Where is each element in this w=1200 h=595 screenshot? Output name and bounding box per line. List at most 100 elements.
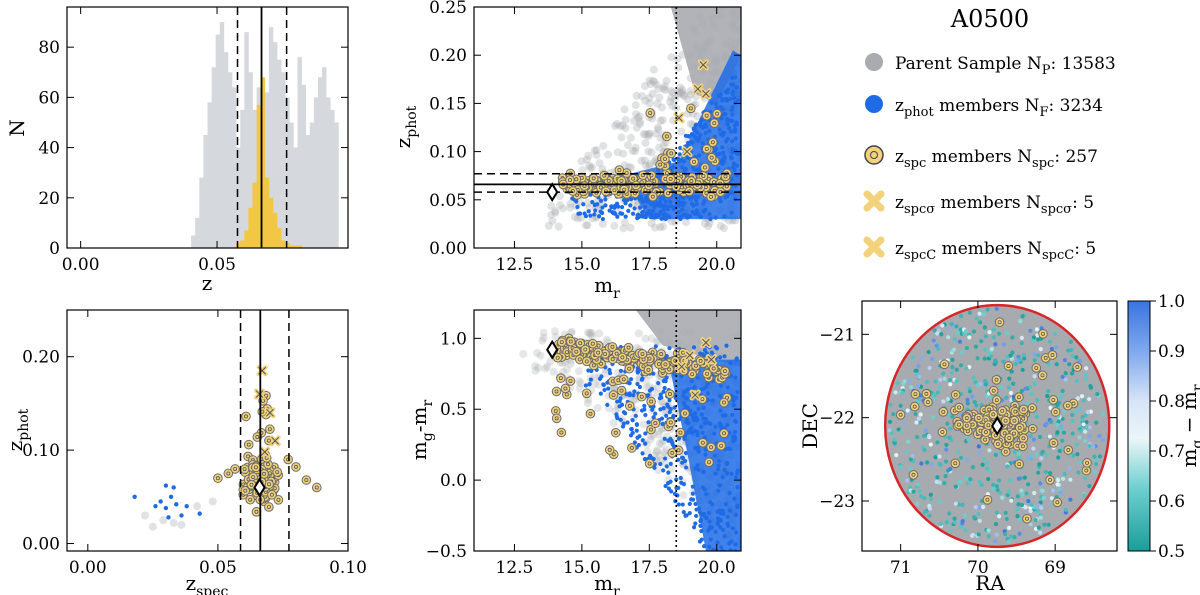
parent-point (652, 80, 661, 89)
sky-zphot-point (1077, 435, 1082, 440)
parent-point (719, 7, 728, 11)
zphot-point (690, 430, 695, 435)
parent-point (665, 338, 674, 347)
parent-point (721, 40, 730, 49)
sky-zphot-point (1007, 376, 1012, 381)
parent-point (706, 79, 715, 88)
zspc-point (665, 389, 675, 399)
parent-hist-bar (207, 102, 212, 248)
zspc-point (689, 157, 699, 167)
zspc-point (575, 338, 586, 348)
zphot-point (648, 202, 654, 207)
sky-zspc-point-inner (1075, 365, 1080, 370)
zphot-point (684, 513, 689, 518)
zphot-point (714, 146, 719, 151)
zspc-point-inner (667, 392, 672, 397)
zspc-point-inner (702, 165, 707, 170)
zspcsigma-point (673, 112, 685, 124)
colorbar-label: mg − mr (1177, 384, 1200, 467)
sky-zphot-point (967, 389, 973, 394)
zspc-point-inner (276, 497, 281, 502)
zspc-point-inner (215, 476, 220, 481)
zspc-point-inner (577, 357, 582, 362)
zphot-point (581, 202, 586, 207)
zspc-point-inner (262, 471, 267, 476)
zphot-point (676, 156, 681, 161)
sky-zphot-point (1028, 328, 1033, 333)
zphot-point (668, 199, 673, 205)
sky-zspc-point-inner (1055, 500, 1060, 505)
parent-point (695, 12, 704, 21)
sky-zspc-point (1045, 475, 1055, 485)
sky-zphot-point (958, 327, 963, 332)
parent-point (620, 218, 629, 227)
zphot-point (646, 420, 651, 425)
sky-zspc-point (938, 407, 949, 417)
sky-zphot-point (1011, 381, 1016, 386)
sky-zspc-point-inner (986, 423, 991, 428)
bcg-marker (991, 416, 1004, 436)
zspc-point-inner (705, 371, 710, 376)
zspc-point-inner (554, 416, 559, 421)
sky-zspc-point (973, 413, 984, 423)
legend-marker (863, 236, 885, 258)
zphot-point (727, 491, 732, 496)
sky-zphot-point (1041, 495, 1047, 501)
sky-zphot-point (1044, 421, 1049, 426)
legend-entry: zphot members NF: 3234 (865, 95, 1103, 120)
sky-zspc-point-inner (1013, 409, 1018, 414)
parent-hist-bar (264, 92, 270, 248)
zspc-point-inner (267, 427, 272, 432)
zspc-point-inner (559, 430, 564, 435)
parent-hist-bar (219, 22, 225, 248)
zphot-point (733, 512, 739, 517)
sky-zphot-point (922, 448, 927, 453)
parent-point (648, 89, 657, 98)
sky-zphot-point (1068, 497, 1073, 502)
zspc-point (267, 489, 277, 500)
parent-point (619, 149, 628, 158)
zphot-point (630, 211, 636, 216)
zphot-point (686, 387, 691, 392)
zphot-point (650, 407, 655, 412)
zphot-point (179, 513, 184, 518)
histogram-xtick-label: 0.05 (198, 255, 236, 275)
zspc-point (251, 462, 261, 473)
sky-zspc-point (1038, 329, 1048, 339)
parent-point (141, 511, 150, 520)
sky-zspc-point-inner (995, 442, 1000, 447)
sky-zphot-point (1078, 406, 1083, 412)
spc-hist-bar (277, 227, 282, 248)
sky-zphot-point (1031, 437, 1037, 442)
zspc-point-inner (723, 174, 728, 179)
sky-zspc-point-inner (1020, 444, 1025, 449)
zphot-point (693, 501, 698, 507)
zphot-point (720, 150, 726, 155)
sky-zspc-point (983, 420, 994, 430)
zphot-point (734, 85, 739, 90)
sky-zphot-point (914, 420, 919, 425)
parent-hist-bar (244, 32, 249, 248)
zphot-point (730, 150, 735, 155)
zphot-point (691, 195, 696, 200)
zphot-point (658, 204, 663, 209)
sky-zphot-point (1083, 429, 1088, 434)
legend-label-mid: members N (936, 239, 1042, 259)
sky-zphot-point (1070, 412, 1075, 418)
sky-zphot-point (1081, 493, 1087, 498)
legend-label-prefix: z (895, 193, 904, 213)
sky-zphot-point (1097, 454, 1103, 459)
zphot-zspec-xtick-label: 0.05 (199, 558, 237, 578)
zphot-point (694, 208, 699, 213)
zphot-point (698, 214, 704, 219)
parent-point (599, 141, 608, 150)
sky-zspc-point (910, 389, 921, 399)
zspc-point (700, 162, 710, 173)
parent-hist-bar (248, 72, 253, 248)
parent-point (727, 9, 736, 18)
sky-zphot-point (1026, 456, 1032, 461)
zspc-point-inner (693, 363, 698, 368)
color-magnitude-ytick-label: −0.5 (426, 542, 467, 562)
sky-zphot-point (964, 366, 969, 371)
parent-point (709, 68, 718, 77)
